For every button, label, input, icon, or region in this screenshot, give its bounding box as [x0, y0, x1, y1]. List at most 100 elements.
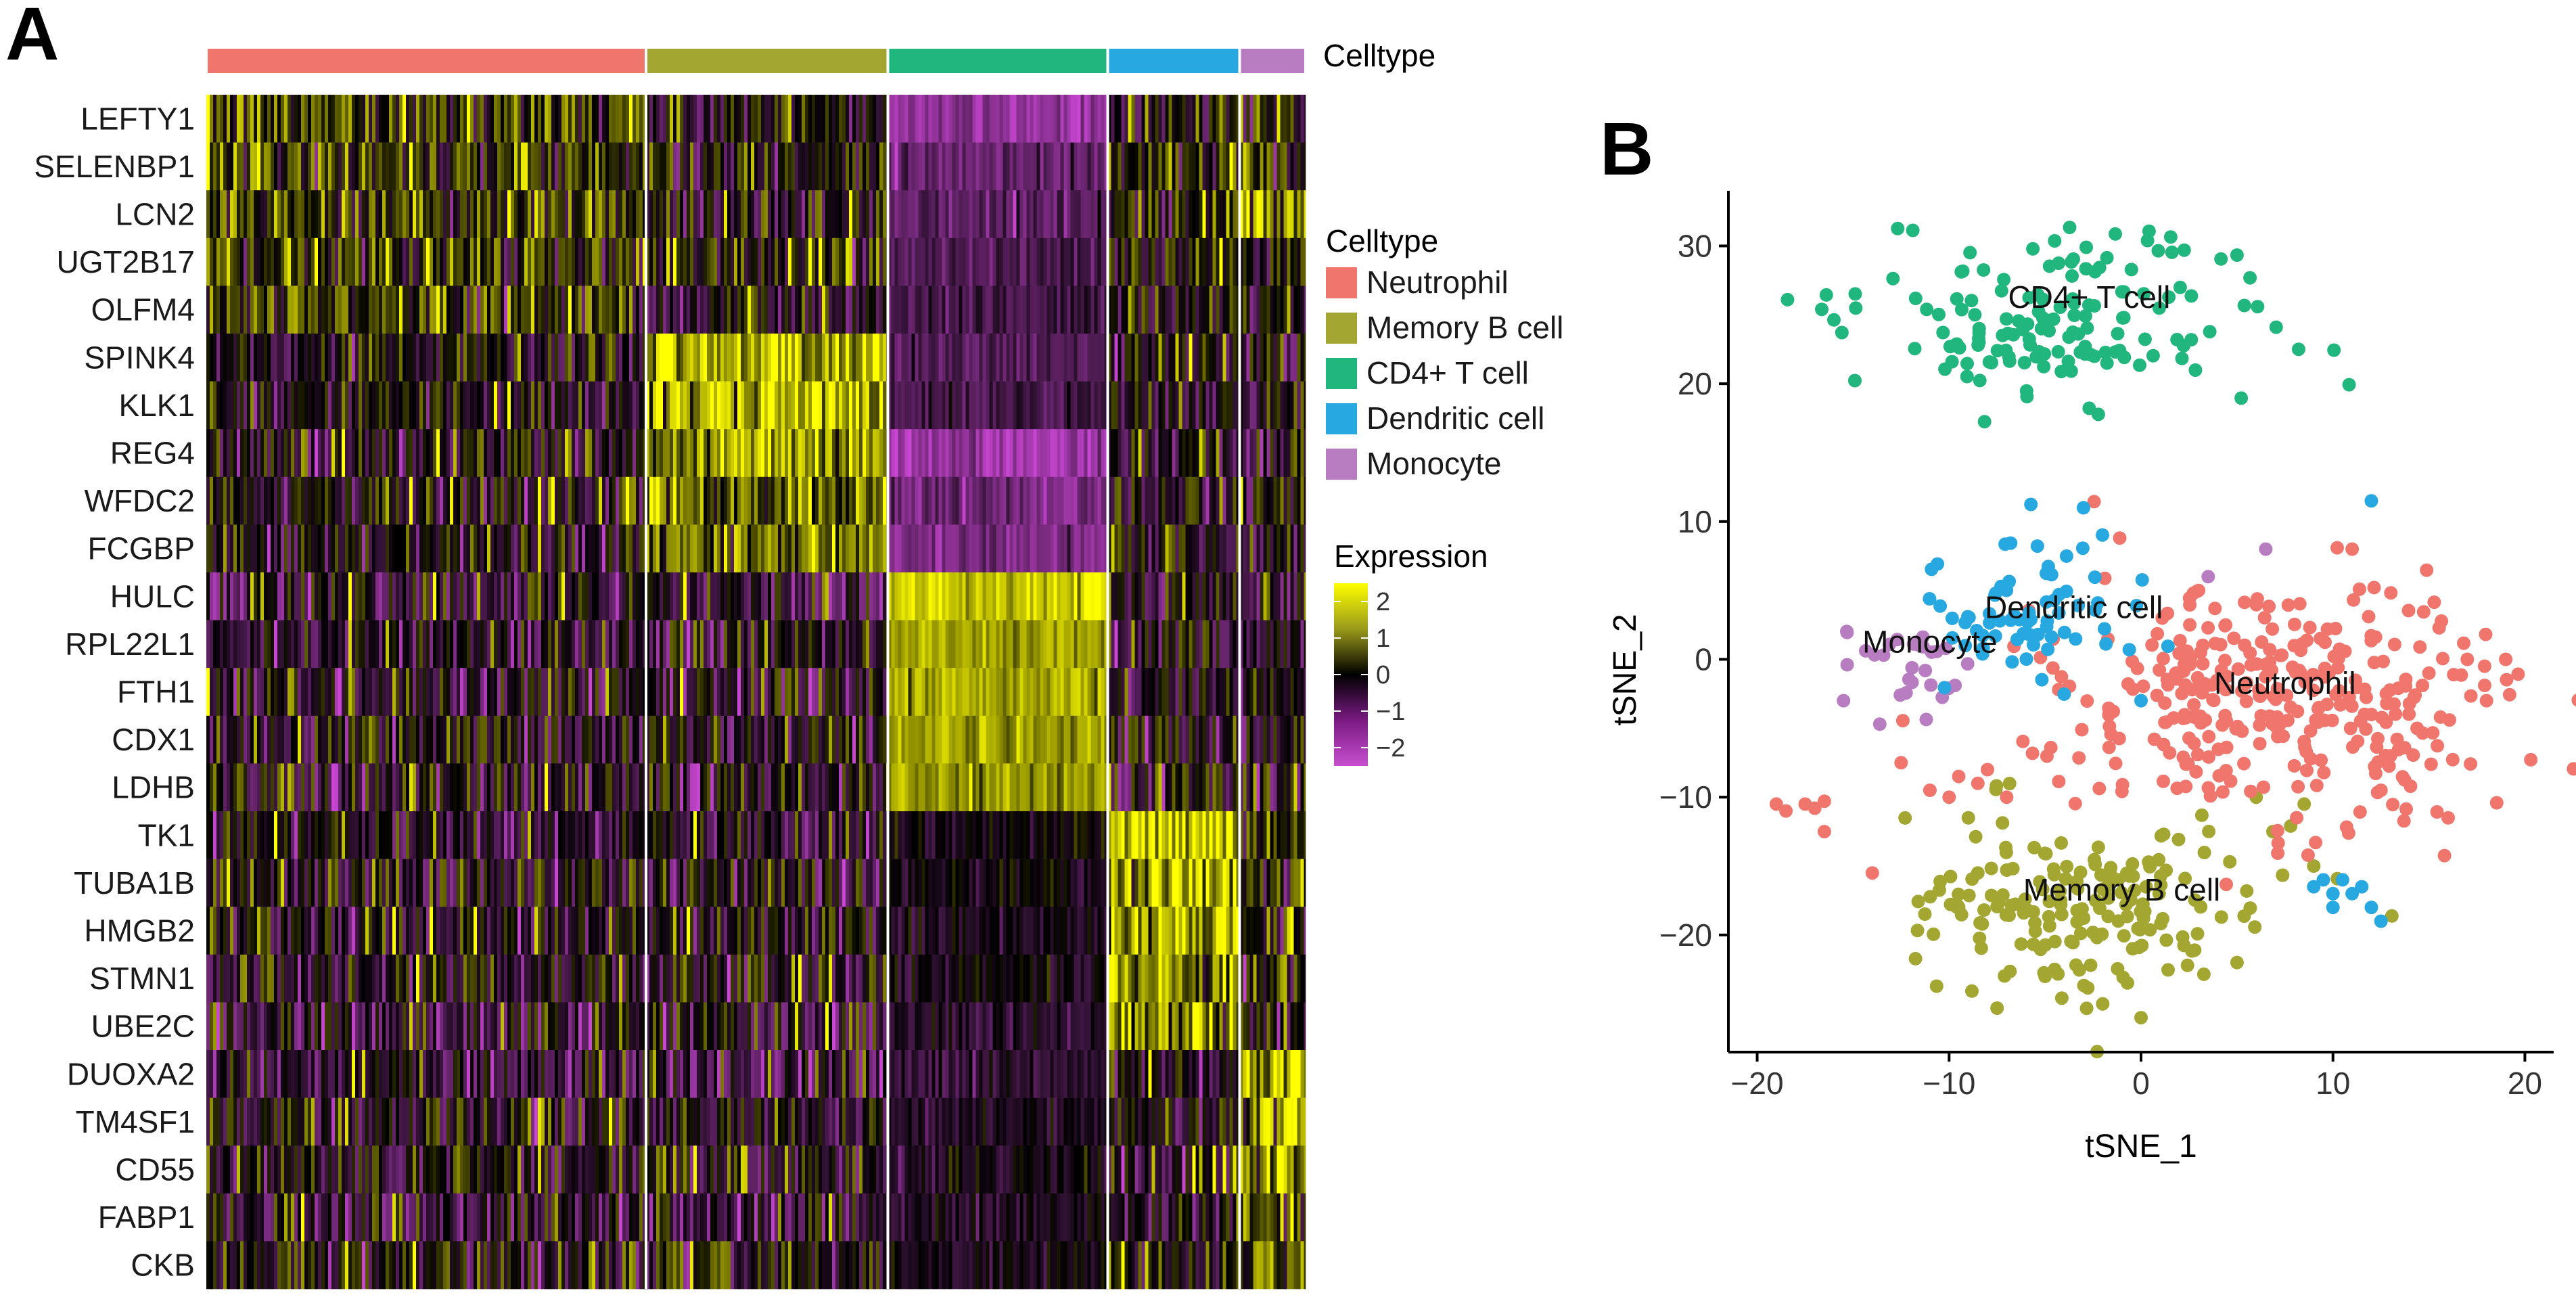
- heatmap-cell: [230, 142, 234, 191]
- heatmap-cell: [575, 715, 579, 764]
- heatmap-cell: [1304, 95, 1306, 143]
- heatmap-cell: [1175, 95, 1179, 143]
- heatmap-cell: [352, 429, 356, 478]
- heatmap-cell: [409, 429, 413, 478]
- heatmap-cell: [348, 476, 352, 525]
- heatmap-cell: [1121, 620, 1125, 668]
- heatmap-cell: [1030, 620, 1034, 668]
- heatmap-cell: [524, 572, 528, 620]
- heatmap-cell: [829, 524, 833, 573]
- heatmap-cell: [402, 95, 407, 143]
- heatmap-cell: [697, 190, 701, 239]
- heatmap-cell: [700, 142, 704, 191]
- heatmap-cell: [928, 668, 932, 717]
- heatmap-cell: [781, 334, 785, 382]
- heatmap-cell: [1233, 476, 1237, 525]
- heatmap-cell: [690, 620, 694, 668]
- heatmap-cell: [894, 476, 898, 525]
- heatmap-cell: [1134, 763, 1138, 812]
- heatmap-cell: [1074, 286, 1078, 334]
- heatmap-cell: [676, 190, 681, 239]
- heatmap-cell: [545, 237, 549, 286]
- heatmap-cell: [1060, 190, 1064, 239]
- heatmap-cell: [609, 763, 613, 812]
- heatmap-cell: [925, 429, 929, 478]
- celltype-annotation-label: Celltype: [1323, 38, 1435, 73]
- heatmap-cell: [754, 237, 758, 286]
- heatmap-cell: [758, 715, 762, 764]
- heatmap-cell: [788, 237, 792, 286]
- heatmap-row-fcgbp: [206, 524, 1306, 573]
- heatmap-cell: [555, 237, 559, 286]
- heatmap-cell: [531, 334, 535, 382]
- heatmap-cell: [1300, 142, 1304, 191]
- heatmap-cell: [582, 286, 586, 334]
- heatmap-cell: [734, 524, 738, 573]
- heatmap-cell: [751, 620, 755, 668]
- heatmap-cell: [612, 142, 616, 191]
- heatmap-cell: [741, 142, 745, 191]
- heatmap-cell: [707, 381, 711, 430]
- heatmap-cell: [399, 524, 403, 573]
- heatmap-cell: [928, 95, 932, 143]
- heatmap-cell: [1256, 572, 1260, 620]
- heatmap-cell: [717, 572, 721, 620]
- heatmap-cell: [223, 763, 227, 812]
- heatmap-cell: [582, 763, 586, 812]
- heatmap-cell: [578, 381, 582, 430]
- heatmap-cell: [785, 668, 789, 717]
- heatmap-cell: [301, 381, 305, 430]
- heatmap-cell: [406, 668, 410, 717]
- heatmap-cell: [822, 190, 826, 239]
- heatmap-cell: [955, 620, 959, 668]
- heatmap-cell: [352, 334, 356, 382]
- heatmap-cell: [805, 668, 809, 717]
- heatmap-cell: [348, 237, 352, 286]
- heatmap-cell: [1080, 286, 1084, 334]
- heatmap-cell: [822, 476, 826, 525]
- heatmap-cell: [999, 95, 1003, 143]
- heatmap-cell: [328, 668, 332, 717]
- heatmap-cell: [396, 715, 400, 764]
- heatmap-cell: [1118, 668, 1122, 717]
- heatmap-cell: [918, 381, 922, 430]
- heatmap-cell: [1192, 524, 1196, 573]
- heatmap-cell: [362, 381, 366, 430]
- heatmap-cell: [1043, 95, 1047, 143]
- heatmap-cell: [419, 334, 423, 382]
- heatmap-cell: [457, 668, 461, 717]
- heatmap-cell: [1212, 572, 1216, 620]
- heatmap-cell: [528, 95, 532, 143]
- heatmap-cell: [670, 190, 674, 239]
- heatmap-cell: [595, 237, 599, 286]
- heatmap-cell: [264, 237, 268, 286]
- heatmap-cell: [1216, 524, 1220, 573]
- heatmap-cell: [639, 95, 643, 143]
- heatmap-cell: [1057, 524, 1061, 573]
- heatmap-cell: [1063, 381, 1067, 430]
- heatmap-cell: [965, 142, 969, 191]
- heatmap-cell: [599, 190, 603, 239]
- heatmap-cell: [825, 668, 829, 717]
- heatmap-cell: [1026, 572, 1030, 620]
- heatmap-cell: [1178, 715, 1182, 764]
- heatmap-cell: [1195, 668, 1199, 717]
- heatmap-cell: [979, 190, 983, 239]
- heatmap-cell: [808, 763, 812, 812]
- heatmap-cell: [321, 381, 325, 430]
- heatmap-cell: [1145, 429, 1149, 478]
- heatmap-cell: [1043, 668, 1047, 717]
- heatmap-cell: [548, 237, 552, 286]
- heatmap-cell: [724, 429, 728, 478]
- heatmap-cell: [352, 715, 356, 764]
- heatmap-cell: [335, 620, 339, 668]
- heatmap-cell: [1151, 572, 1155, 620]
- heatmap-cell: [1280, 476, 1284, 525]
- heatmap-cell: [1131, 524, 1135, 573]
- heatmap-cell: [616, 237, 620, 286]
- heatmap-cell: [389, 668, 393, 717]
- heatmap-cell: [304, 95, 308, 143]
- heatmap-cell: [227, 334, 231, 382]
- heatmap-cell: [1121, 95, 1125, 143]
- heatmap-cell: [1199, 620, 1203, 668]
